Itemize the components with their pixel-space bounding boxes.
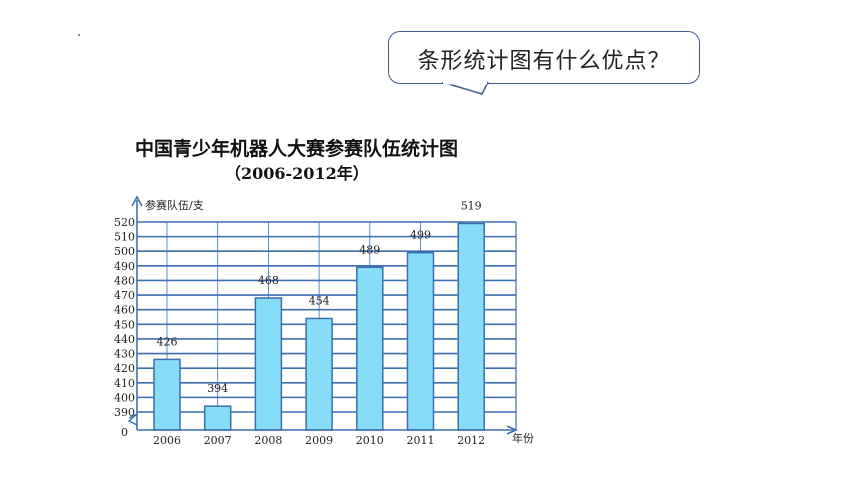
y-tick-430: 430 <box>114 348 135 361</box>
y-axis-arrow <box>131 195 143 207</box>
data-label-2006: 426 <box>157 335 178 348</box>
bar-2006 <box>153 358 181 431</box>
x-tick-2011: 2011 <box>407 434 435 447</box>
data-label-2008: 468 <box>258 274 279 287</box>
y-tick-410: 410 <box>114 377 135 390</box>
stray-dot <box>78 34 80 36</box>
bar-2011 <box>406 251 435 431</box>
y-axis-title: 参赛队伍/支 <box>145 198 204 212</box>
x-axis-arrow <box>506 425 518 435</box>
y-tick-420: 420 <box>114 362 135 375</box>
y-tick-450: 450 <box>114 318 135 331</box>
y-tick-520: 520 <box>114 216 135 229</box>
x-tick-2006: 2006 <box>153 434 181 447</box>
y-tick-470: 470 <box>114 289 135 302</box>
chart-title: 中国青少年机器人大赛参赛队伍统计图 <box>135 138 459 160</box>
bar-2009 <box>305 317 333 431</box>
y-tick-500: 500 <box>114 245 135 258</box>
x-tick-2008: 2008 <box>254 434 282 447</box>
data-label-2012: 519 <box>461 199 482 212</box>
data-label-2009: 454 <box>309 294 330 307</box>
bar-2007 <box>203 405 232 431</box>
bar-2012 <box>457 222 485 431</box>
chart-subtitle: （2006-2012年） <box>225 164 369 183</box>
data-label-2007: 394 <box>207 382 228 395</box>
speech-bubble-tail <box>441 82 489 95</box>
speech-bubble-text: 条形统计图有什么优点？ <box>417 49 671 74</box>
y-tick-480: 480 <box>114 274 135 287</box>
x-tick-2012: 2012 <box>457 434 485 447</box>
y-tick-400: 400 <box>114 391 135 404</box>
y-tick-440: 440 <box>114 333 135 346</box>
bar-2010 <box>356 266 384 431</box>
y-axis-break <box>127 413 138 426</box>
y-tick-510: 510 <box>114 231 135 244</box>
y-tick-490: 490 <box>114 260 135 273</box>
x-axis-title: 年份 <box>512 431 534 445</box>
y-tick-origin: 0 <box>121 426 128 439</box>
bar-2008 <box>254 297 283 431</box>
data-label-2010: 489 <box>359 243 380 256</box>
speech-bubble: 条形统计图有什么优点？ <box>388 31 700 84</box>
y-tick-460: 460 <box>114 304 135 317</box>
x-tick-2009: 2009 <box>305 434 333 447</box>
x-tick-2010: 2010 <box>356 434 384 447</box>
data-label-2011: 499 <box>410 229 431 242</box>
y-tick-390: 390 <box>114 406 135 419</box>
x-tick-2007: 2007 <box>204 434 232 447</box>
